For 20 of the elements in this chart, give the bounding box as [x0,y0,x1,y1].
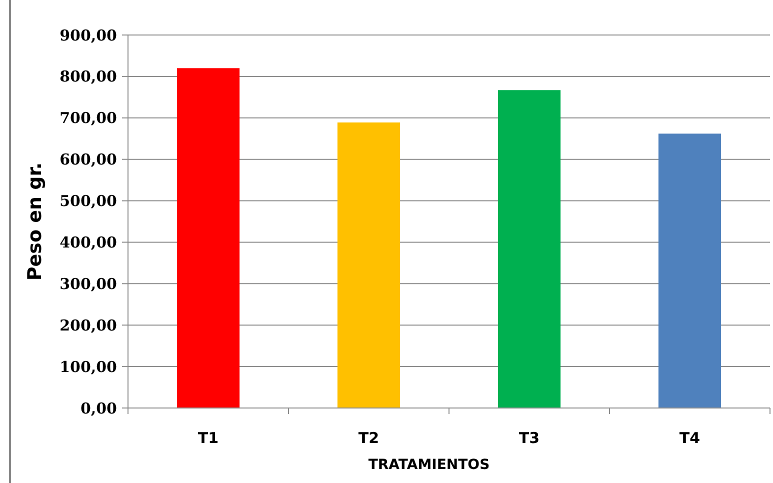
y-tick-label: 700,00 [60,109,117,128]
y-tick-label: 900,00 [60,26,117,44]
y-tick-label: 300,00 [60,274,117,293]
y-tick-label: 400,00 [60,233,117,252]
bar [176,68,240,408]
y-tick-label: 100,00 [60,358,117,376]
bar [498,90,561,408]
y-tick-label: 0,00 [80,399,117,418]
y-tick-label: 200,00 [60,316,117,334]
x-tick-label: T1 [198,429,219,447]
y-axis-title: Peso en gr. [24,162,46,281]
bar [658,134,722,408]
y-tick-label: 500,00 [60,192,117,210]
x-tick-label: T2 [358,429,380,447]
bar [337,122,400,408]
y-tick-label: 600,00 [60,150,117,169]
x-tick-label: T4 [679,429,700,447]
x-axis-title: TRATAMIENTOS [368,457,490,473]
x-tick-label: T3 [518,429,540,447]
y-tick-label: 800,00 [60,68,117,86]
